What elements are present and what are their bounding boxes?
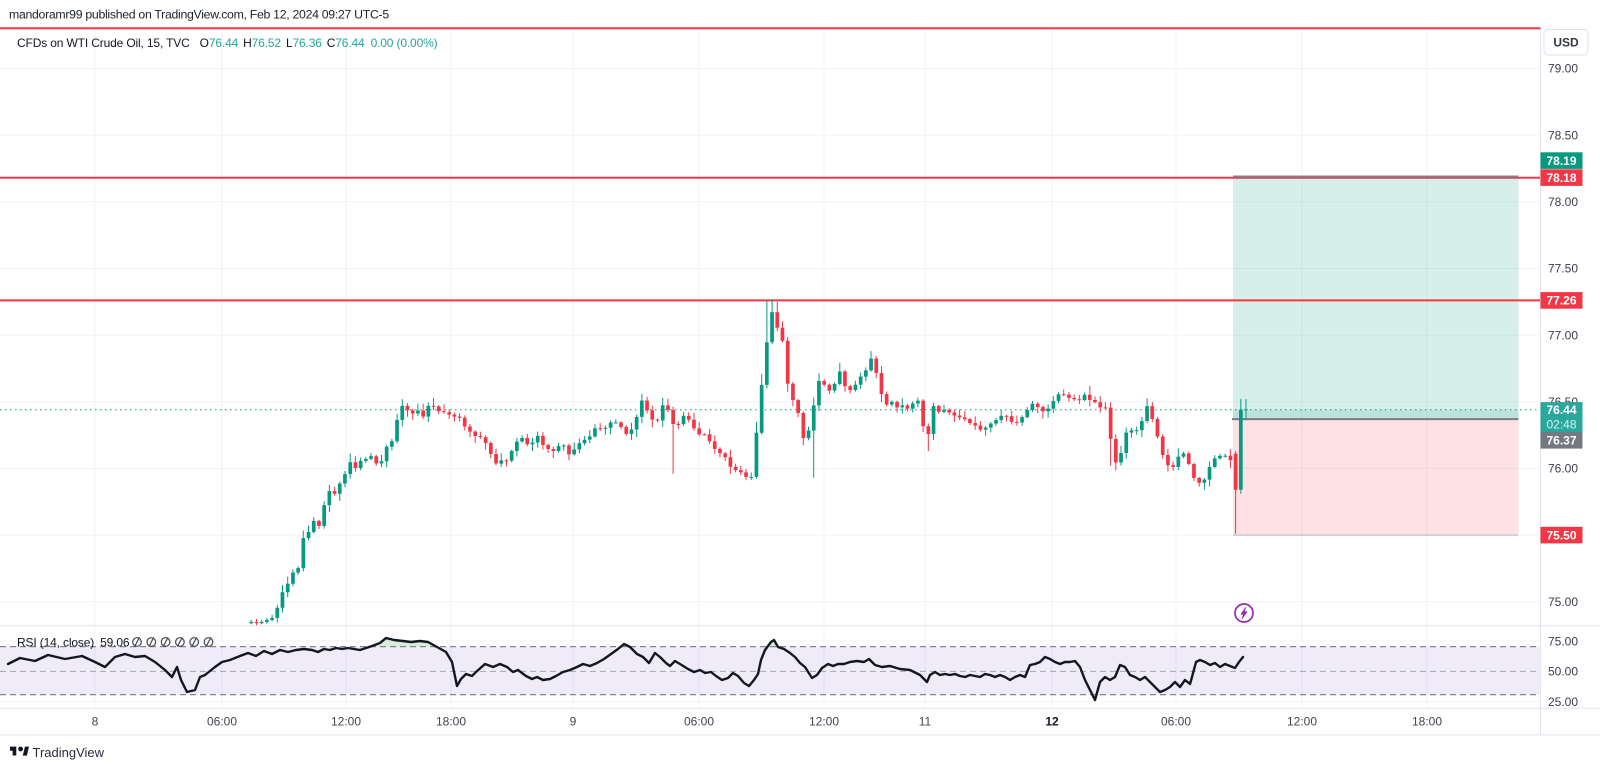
svg-text:79.00: 79.00 [1548,62,1578,76]
svg-text:9: 9 [570,715,577,729]
svg-text:50.00: 50.00 [1548,665,1578,679]
svg-text:25.00: 25.00 [1548,695,1578,709]
svg-text:TradingView: TradingView [33,745,105,760]
svg-text:8: 8 [92,715,99,729]
svg-text:12:00: 12:00 [809,715,839,729]
svg-text:76.44: 76.44 [1546,403,1576,417]
svg-text:18:00: 18:00 [1412,715,1442,729]
svg-text:77.50: 77.50 [1548,262,1578,276]
svg-text:75.00: 75.00 [1548,634,1578,648]
svg-text:RSI (14, close)59.06: RSI (14, close) 59.06 [17,635,130,649]
svg-text:78.00: 78.00 [1548,195,1578,209]
svg-text:78.18: 78.18 [1546,171,1576,185]
svg-text:06:00: 06:00 [207,715,237,729]
svg-text:76.37: 76.37 [1546,434,1576,448]
svg-text:75.50: 75.50 [1546,528,1576,542]
svg-text:11: 11 [919,715,932,729]
svg-text:78.19: 78.19 [1546,154,1576,168]
svg-text:12:00: 12:00 [1287,715,1317,729]
svg-text:12:00: 12:00 [331,715,361,729]
svg-text:18:00: 18:00 [436,715,466,729]
svg-text:78.50: 78.50 [1548,128,1578,142]
svg-text:mandoramr99 published on Tradi: mandoramr99 published on TradingView.com… [9,8,389,22]
svg-text:CFDs on WTI Crude Oil, 15, TVC: CFDs on WTI Crude Oil, 15, TVC O76.44 H76.… [17,36,438,50]
svg-text:77.26: 77.26 [1546,294,1576,308]
svg-text:06:00: 06:00 [1161,715,1191,729]
svg-text:76.00: 76.00 [1548,462,1578,476]
svg-text:USD: USD [1553,35,1579,49]
svg-text:12: 12 [1045,715,1059,729]
svg-text:06:00: 06:00 [684,715,714,729]
svg-text:02:48: 02:48 [1546,417,1576,431]
svg-text:77.00: 77.00 [1548,328,1578,342]
svg-text:75.00: 75.00 [1548,595,1578,609]
